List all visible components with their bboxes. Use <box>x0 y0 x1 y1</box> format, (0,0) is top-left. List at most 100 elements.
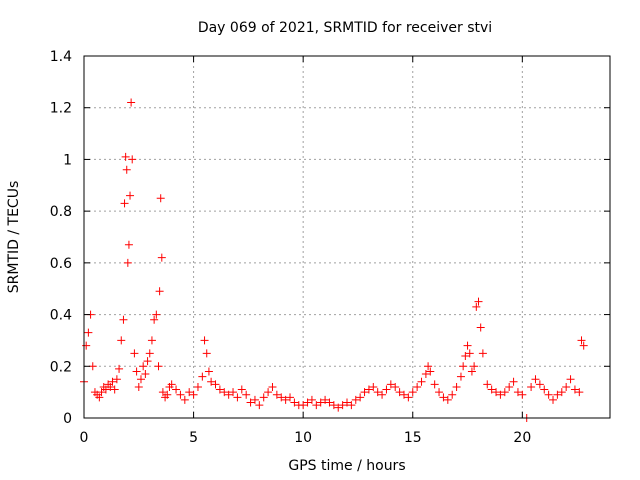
data-point <box>158 388 167 397</box>
data-point <box>426 367 435 376</box>
data-point <box>250 395 259 404</box>
data-point <box>492 388 501 397</box>
data-point <box>237 385 246 394</box>
data-point <box>325 398 334 407</box>
data-point <box>478 349 487 358</box>
data-point <box>378 390 387 399</box>
data-point <box>200 336 209 345</box>
data-point <box>575 388 584 397</box>
data-point <box>421 370 430 379</box>
x-axis-label: GPS time / hours <box>288 458 405 474</box>
data-point <box>128 155 137 164</box>
data-point <box>122 165 131 174</box>
data-point <box>281 395 290 404</box>
data-point <box>399 390 408 399</box>
data-point <box>424 362 433 371</box>
data-point <box>299 401 308 410</box>
data-point <box>487 385 496 394</box>
data-point <box>242 390 251 399</box>
data-point <box>307 395 316 404</box>
data-point <box>321 395 330 404</box>
y-tick-label: 0.4 <box>50 308 72 324</box>
data-point <box>155 287 164 296</box>
data-point <box>461 351 470 360</box>
data-point <box>277 393 286 402</box>
data-point <box>172 385 181 394</box>
data-point <box>474 297 483 306</box>
data-point <box>84 328 93 337</box>
y-axis-label: SRMTID / TECUs <box>6 181 22 294</box>
x-tick-label: 15 <box>404 430 422 446</box>
data-point <box>106 382 115 391</box>
data-point <box>259 393 268 402</box>
data-point <box>329 401 338 410</box>
data-point <box>369 382 378 391</box>
data-point <box>373 388 382 397</box>
grid <box>84 56 610 418</box>
data-point <box>430 380 439 389</box>
data-point <box>476 323 485 332</box>
data-point <box>408 388 417 397</box>
x-tick-label: 5 <box>189 430 198 446</box>
data-point <box>150 315 159 324</box>
data-point <box>95 393 104 402</box>
data-point <box>141 370 150 379</box>
data-point <box>439 393 448 402</box>
data-point <box>518 390 527 399</box>
data-point <box>204 367 213 376</box>
data-point <box>456 372 465 381</box>
data-points <box>80 98 588 422</box>
data-point <box>535 380 544 389</box>
data-point <box>382 385 391 394</box>
data-point <box>272 390 281 399</box>
data-point <box>202 349 211 358</box>
data-point <box>386 380 395 389</box>
data-point <box>145 349 154 358</box>
data-point <box>448 390 457 399</box>
data-point <box>338 401 347 410</box>
data-point <box>286 393 295 402</box>
data-point <box>579 341 588 350</box>
data-point <box>220 388 229 397</box>
plot-frame <box>83 55 611 419</box>
y-tick-label: 0.8 <box>50 204 72 220</box>
data-point <box>268 382 277 391</box>
data-point <box>127 98 136 107</box>
data-point <box>123 258 132 267</box>
data-point <box>147 336 156 345</box>
data-point <box>154 362 163 371</box>
data-point <box>132 367 141 376</box>
data-point <box>255 401 264 410</box>
data-point <box>343 398 351 407</box>
y-tick-label: 1.4 <box>50 49 72 65</box>
data-point <box>233 393 242 402</box>
data-point <box>224 390 233 399</box>
data-point <box>167 380 176 389</box>
data-point <box>290 398 299 407</box>
y-tick-label: 1 <box>63 152 72 168</box>
data-point <box>527 382 536 391</box>
data-point <box>121 152 130 161</box>
chart-title: Day 069 of 2021, SRMTID for receiver stv… <box>198 20 492 36</box>
data-point <box>264 388 273 397</box>
data-point <box>452 382 461 391</box>
data-point <box>189 390 198 399</box>
data-point <box>443 395 452 404</box>
data-point <box>351 395 360 404</box>
data-point <box>570 385 579 394</box>
data-point <box>562 382 571 391</box>
data-point <box>176 390 185 399</box>
data-point <box>566 375 575 384</box>
data-point <box>215 385 224 394</box>
data-point <box>101 385 110 394</box>
y-tick-label: 1.2 <box>50 101 72 117</box>
data-point <box>82 341 91 350</box>
data-point <box>500 388 509 397</box>
data-point <box>303 398 312 407</box>
data-point <box>185 388 194 397</box>
data-point <box>360 388 369 397</box>
data-point <box>577 336 586 345</box>
data-point <box>115 364 124 373</box>
data-point <box>395 388 404 397</box>
